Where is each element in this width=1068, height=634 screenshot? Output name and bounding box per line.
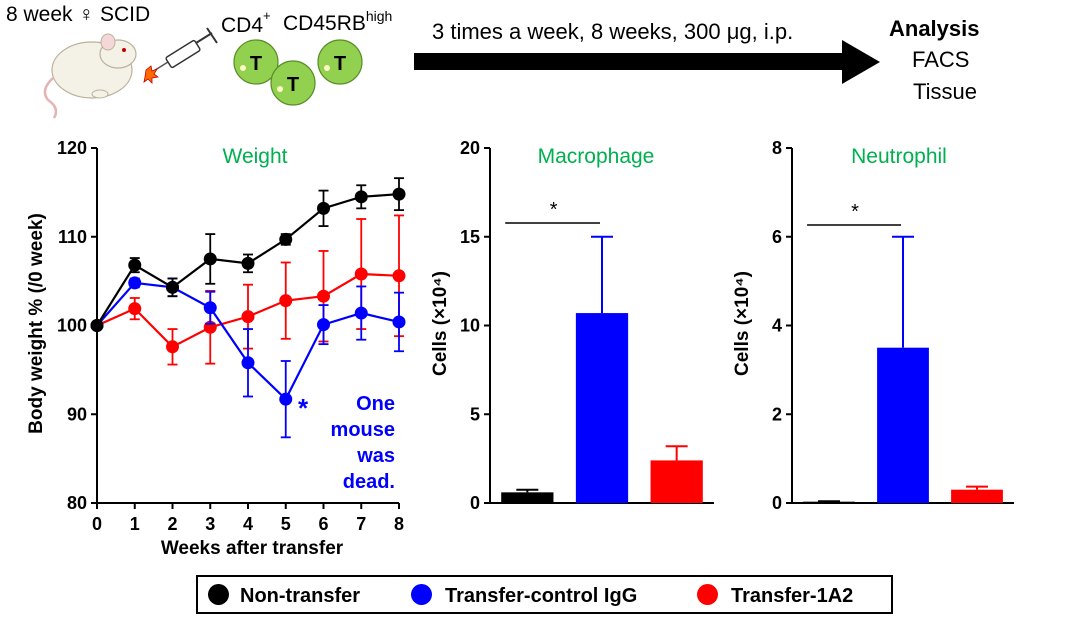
series-non_transfer [90,177,406,332]
annotation-line: was [356,445,395,467]
data-point [166,340,179,354]
y-axis-title: Body weight % (/0 week) [26,213,47,434]
data-point [354,190,368,204]
y-tick-label: 2 [772,404,782,424]
bar-non_transfer [501,492,554,503]
x-tick-label: 4 [243,514,253,534]
chart-title: Weight [223,145,288,168]
bar-control_igg [877,347,929,503]
annotation-line: mouse [331,419,395,441]
x-tick-label: 3 [205,514,215,534]
data-point [279,294,293,308]
data-point [354,267,368,281]
data-point [317,201,330,215]
data-point [317,318,330,332]
data-point [241,356,255,370]
neutrophil-chart: 0 2 4 6 8 Neutrophil Cells (×10⁴) * [732,138,1014,513]
death-marker: * [298,393,309,423]
x-tick-label: 1 [130,514,140,534]
y-tick-label: 15 [460,227,480,247]
y-tick-label: 20 [460,138,480,158]
legend-label-control-igg: Transfer-control IgG [445,585,638,607]
t-cell-label: T [334,53,346,75]
y-axis-title: Cells (×10⁴) [430,271,451,376]
data-point [90,319,104,332]
legend-marker-non-transfer [208,584,229,605]
chart-title: Macrophage [538,145,655,168]
data-point [354,306,368,320]
weight-chart: 80 90 100 110 120 0 1 2 3 4 5 6 7 8 Weeks after transf… [26,138,406,559]
y-tick-label: 90 [67,404,87,424]
t-cell-label: T [250,53,262,75]
legend-marker-1a2 [697,584,718,605]
legend: Non-transfer Transfer-control IgG Transf… [196,575,893,614]
data-point [128,258,142,272]
cd4-label: CD4+ [221,8,271,38]
t-cell-group: T T T [233,39,363,106]
cd4-superscript: + [263,8,271,23]
x-tick-label: 5 [281,514,291,534]
data-point [241,256,255,270]
protocol-label: 3 times a week, 8 weeks, 300 μg, i.p. [432,19,794,44]
x-tick-label: 6 [318,514,328,534]
y-tick-label: 120 [57,138,87,158]
legend-label-1a2: Transfer-1A2 [731,585,854,607]
cd4-text: CD4 [221,14,264,37]
data-point [241,310,255,324]
y-tick-label: 5 [470,404,480,424]
x-tick-label: 7 [356,514,366,534]
y-axis-title: Cells (×10⁴) [732,271,753,376]
cd45rb-superscript: high [365,8,393,24]
data-point [392,269,406,283]
y-tick-label: 110 [58,227,87,247]
bar-a2 [951,489,1003,503]
data-point [317,289,330,303]
analysis-item-facs: FACS [912,47,970,72]
mouse-icon [43,33,137,119]
y-tick-label: 4 [772,316,782,336]
analysis-item-tissue: Tissue [913,79,977,104]
y-tick-label: 0 [772,493,782,513]
syringe-icon [143,27,218,84]
data-point [392,187,406,201]
annotation-line: One [356,393,395,415]
y-tick-label: 6 [772,227,782,247]
x-tick-label: 8 [394,514,404,534]
macrophage-chart: 0 5 10 15 20 Macrophage Cells (×10⁴) * [430,138,714,513]
legend-marker-control-igg [411,584,432,605]
bar-control_igg [575,313,629,503]
y-tick-label: 80 [67,493,87,513]
bar-a2 [650,460,703,503]
significance-star: * [851,201,859,223]
legend-label-non-transfer: Non-transfer [240,585,361,607]
data-point [128,302,142,316]
chart-title: Neutrophil [851,145,947,168]
y-tick-label: 10 [460,316,480,336]
x-axis-title: Weeks after transfer [161,538,344,559]
data-point [203,252,217,266]
y-tick-label: 0 [470,493,480,513]
data-point [392,315,406,329]
cd45rb-text: CD45RB [283,12,366,35]
x-tick-label: 0 [92,514,102,534]
timeline-arrow [414,40,880,84]
y-tick-label: 100 [57,316,87,336]
mouse-label: 8 week ♀ SCID [6,3,151,26]
t-cell-label: T [287,74,299,96]
cd45rb-label: CD45RBhigh [283,8,392,36]
x-tick-label: 2 [167,514,177,534]
analysis-title: Analysis [889,16,980,41]
annotation-line: dead. [343,471,395,493]
data-point [166,280,179,294]
data-point [279,392,293,406]
data-point [279,232,293,246]
data-point [203,301,217,315]
bar-non_transfer [803,501,855,504]
y-tick-label: 8 [772,138,782,158]
significance-star: * [550,199,558,221]
data-point [128,276,142,290]
